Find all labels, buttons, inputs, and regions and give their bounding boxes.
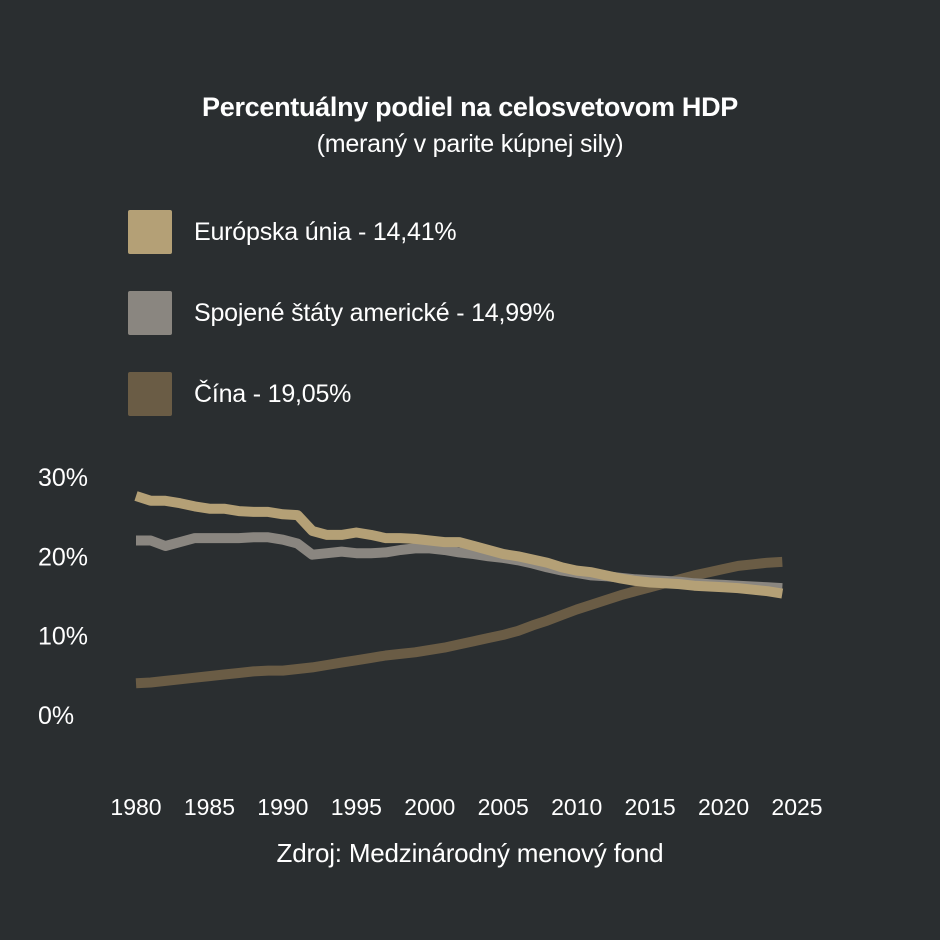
legend-label-usa: Spojené štáty americké - 14,99% (194, 298, 555, 327)
source-note: Zdroj: Medzinárodný menový fond (276, 838, 664, 868)
y-tick-label: 10% (38, 623, 88, 651)
x-tick-label: 2000 (404, 794, 455, 820)
x-tick-label: 2010 (551, 794, 602, 820)
legend-item-eu: Európska únia - 14,41% (128, 208, 555, 256)
x-tick-label: 2015 (625, 794, 676, 820)
legend-item-usa: Spojené štáty americké - 14,99% (128, 289, 555, 337)
x-tick-label: 1995 (331, 794, 382, 820)
series-line-eu (134, 491, 784, 599)
legend-swatch-usa (128, 291, 172, 335)
x-tick-label: 1990 (257, 794, 308, 820)
y-tick-label: 20% (38, 543, 88, 571)
legend: Európska únia - 14,41% Spojené štáty ame… (128, 208, 555, 451)
x-tick-label: 2025 (771, 794, 822, 820)
x-tick-label: 1980 (110, 794, 161, 820)
x-tick-label: 2020 (698, 794, 749, 820)
x-tick-label: 1985 (184, 794, 235, 820)
x-tick-label: 2005 (478, 794, 529, 820)
legend-swatch-china (128, 372, 172, 416)
legend-label-china: Čína - 19,05% (194, 379, 352, 408)
y-tick-label: 0% (38, 702, 74, 730)
legend-label-eu: Európska únia - 14,41% (194, 217, 457, 246)
chart-title: Percentuálny podiel na celosvetovom HDP (202, 92, 738, 122)
legend-swatch-eu (128, 210, 172, 254)
legend-item-china: Čína - 19,05% (128, 370, 555, 418)
chart-subtitle: (meraný v parite kúpnej sily) (316, 130, 624, 158)
y-tick-label: 30% (38, 464, 88, 492)
